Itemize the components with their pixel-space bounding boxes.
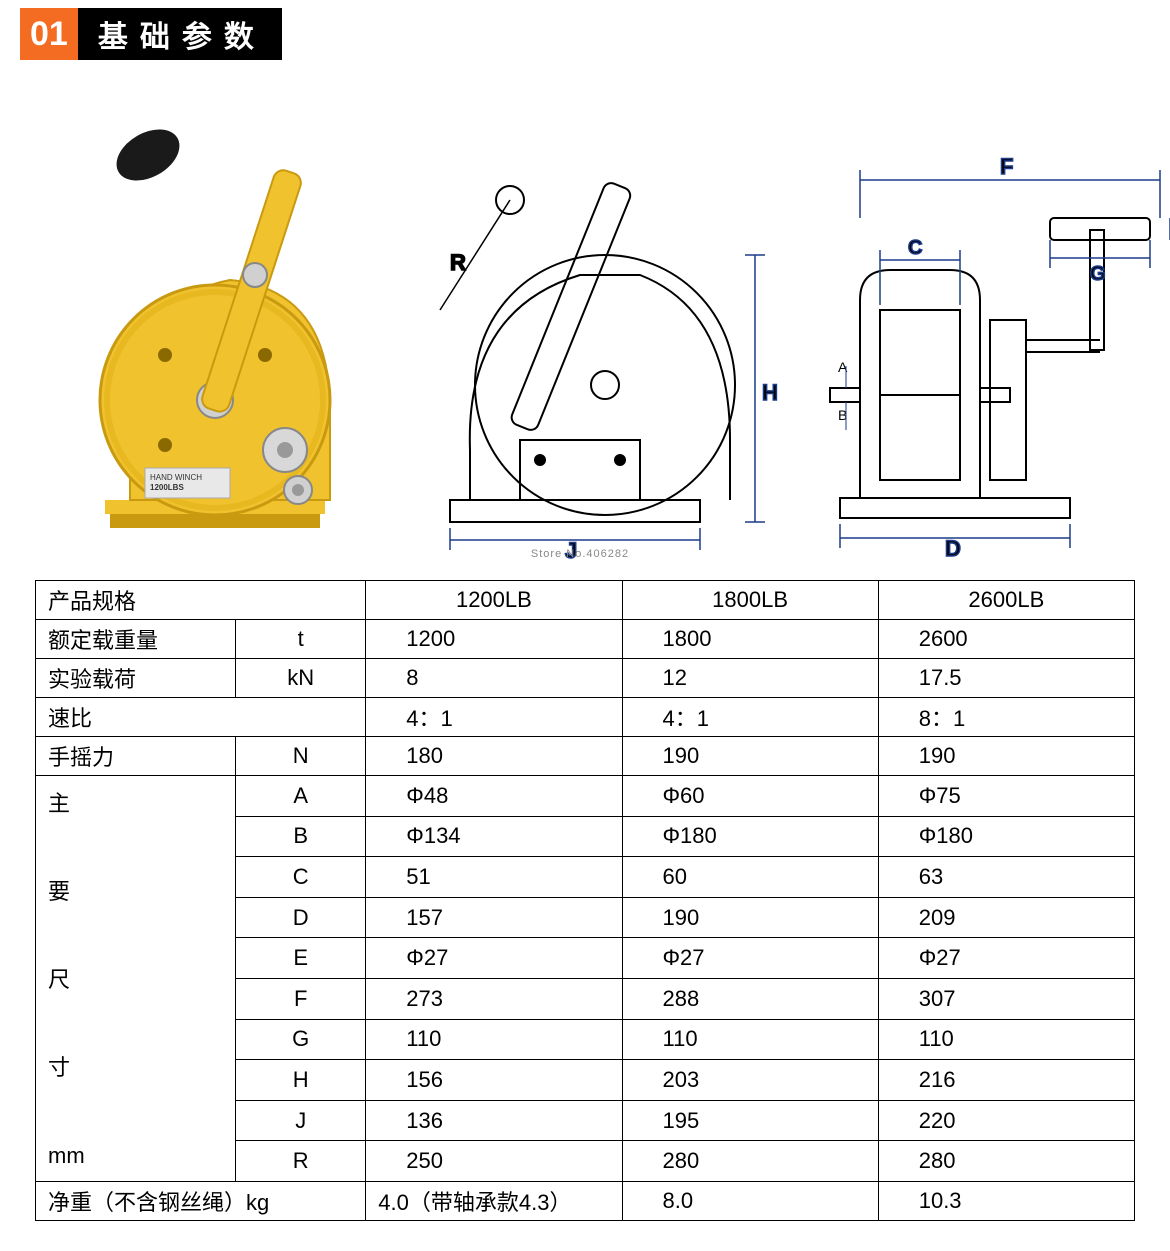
cell: 110 — [622, 1019, 878, 1060]
cell: Φ27 — [878, 938, 1134, 979]
cell: Φ27 — [622, 938, 878, 979]
product-photo: HAND WINCH 1200LBS — [50, 100, 380, 560]
cell: 8：1 — [878, 698, 1134, 737]
cell: 157 — [366, 897, 622, 938]
row-label: 净重（不含钢丝绳）kg — [36, 1182, 366, 1221]
cell: 8 — [366, 659, 622, 698]
row-label: 手摇力 — [36, 737, 236, 776]
cell: 17.5 — [878, 659, 1134, 698]
cell: 51 — [366, 857, 622, 898]
cell: 195 — [622, 1100, 878, 1141]
dim-key: J — [236, 1100, 366, 1141]
cell: 60 — [622, 857, 878, 898]
dim-key: C — [236, 857, 366, 898]
cell: 4：1 — [366, 698, 622, 737]
row-label: 产品规格 — [36, 581, 366, 620]
dim-key: R — [236, 1141, 366, 1182]
cell: 216 — [878, 1060, 1134, 1101]
cell: 288 — [622, 978, 878, 1019]
cell: 203 — [622, 1060, 878, 1101]
cell: 4：1 — [622, 698, 878, 737]
row-label: 速比 — [36, 698, 366, 737]
table-row: 额定载重量 t 1200 1800 2600 — [36, 620, 1135, 659]
dim-key: E — [236, 938, 366, 979]
cell: 307 — [878, 978, 1134, 1019]
cell: 2600 — [878, 620, 1134, 659]
cell: Φ134 — [366, 816, 622, 857]
dims-group-label: 主 要 尺 寸 mm — [36, 776, 236, 1182]
cell: 12 — [622, 659, 878, 698]
cell: Φ180 — [878, 816, 1134, 857]
cell: 220 — [878, 1100, 1134, 1141]
svg-text:F: F — [1000, 154, 1013, 179]
cell: 180 — [366, 737, 622, 776]
row-unit: t — [236, 620, 366, 659]
table-row: 速比 4：1 4：1 8：1 — [36, 698, 1135, 737]
svg-text:HAND WINCH: HAND WINCH — [150, 473, 202, 482]
cell: 8.0 — [622, 1182, 878, 1221]
side-dimension-drawing: R H J Store No.406282 — [380, 140, 780, 560]
svg-text:G: G — [1090, 263, 1106, 285]
cell: 10.3 — [878, 1182, 1134, 1221]
cell: 1200LB — [366, 581, 622, 620]
section-title: 基础参数 — [78, 8, 282, 60]
table-row: 产品规格 1200LB 1800LB 2600LB — [36, 581, 1135, 620]
table-row: 实验载荷 kN 8 12 17.5 — [36, 659, 1135, 698]
dim-key: H — [236, 1060, 366, 1101]
row-label: 额定载重量 — [36, 620, 236, 659]
svg-text:H: H — [762, 380, 778, 405]
cell: 136 — [366, 1100, 622, 1141]
cell: 250 — [366, 1141, 622, 1182]
cell: 280 — [622, 1141, 878, 1182]
dim-key: G — [236, 1019, 366, 1060]
dim-key: F — [236, 978, 366, 1019]
cell: 63 — [878, 857, 1134, 898]
cell: 273 — [366, 978, 622, 1019]
cell: Φ27 — [366, 938, 622, 979]
section-header: 01 基础参数 — [20, 8, 1150, 60]
spec-table: 产品规格 1200LB 1800LB 2600LB 额定载重量 t 1200 1… — [35, 580, 1135, 1221]
cell: 110 — [366, 1019, 622, 1060]
watermark: Store No.406282 — [531, 548, 629, 560]
svg-text:R: R — [450, 250, 466, 275]
table-row: 净重（不含钢丝绳）kg 4.0（带轴承款4.3） 8.0 10.3 — [36, 1182, 1135, 1221]
dim-key: B — [236, 816, 366, 857]
cell: 1200 — [366, 620, 622, 659]
svg-text:1200LBS: 1200LBS — [150, 483, 184, 492]
section-number: 01 — [20, 8, 78, 60]
cell: 110 — [878, 1019, 1134, 1060]
cell: Φ75 — [878, 776, 1134, 817]
cell: 190 — [622, 897, 878, 938]
cell: 1800LB — [622, 581, 878, 620]
cell: Φ180 — [622, 816, 878, 857]
table-row: 主 要 尺 寸 mm A Φ48 Φ60 Φ75 — [36, 776, 1135, 817]
diagram-row: HAND WINCH 1200LBS — [20, 70, 1150, 570]
cell: 4.0（带轴承款4.3） — [366, 1182, 622, 1221]
row-unit: N — [236, 737, 366, 776]
dim-key: D — [236, 897, 366, 938]
svg-text:D: D — [945, 536, 961, 560]
table-row: 手摇力 N 180 190 190 — [36, 737, 1135, 776]
cell: 156 — [366, 1060, 622, 1101]
front-dimension-drawing: F C G E — [780, 140, 1170, 560]
cell: 2600LB — [878, 581, 1134, 620]
cell: 190 — [878, 737, 1134, 776]
dim-key: A — [236, 776, 366, 817]
cell: Φ48 — [366, 776, 622, 817]
cell: 190 — [622, 737, 878, 776]
row-label: 实验载荷 — [36, 659, 236, 698]
svg-text:C: C — [908, 237, 922, 259]
cell: 209 — [878, 897, 1134, 938]
cell: 280 — [878, 1141, 1134, 1182]
cell: 1800 — [622, 620, 878, 659]
cell: Φ60 — [622, 776, 878, 817]
row-unit: kN — [236, 659, 366, 698]
